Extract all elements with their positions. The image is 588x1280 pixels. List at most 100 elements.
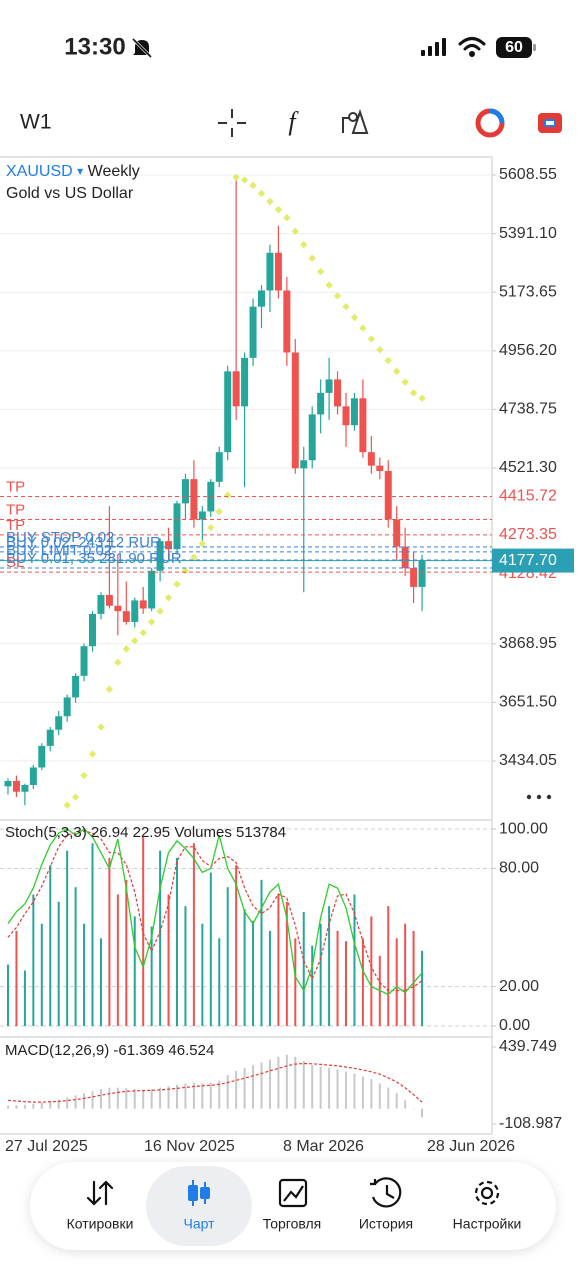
candle-body	[105, 595, 113, 606]
candle-body	[393, 519, 401, 547]
account-button[interactable]	[475, 108, 505, 138]
sar-dot	[359, 324, 367, 332]
order-label: BUY 0.02, 243.12 RUR	[6, 534, 161, 551]
macd-bar	[218, 1080, 221, 1109]
macd-bar	[353, 1073, 356, 1109]
nav-label[interactable]: История	[359, 1216, 413, 1232]
sar-dot	[71, 793, 80, 801]
candle-body	[72, 675, 80, 698]
volume-bar	[209, 872, 212, 1026]
volume-bar	[302, 912, 305, 1026]
candle-body	[29, 767, 37, 785]
macd-bar	[319, 1066, 322, 1109]
volume-bar	[150, 926, 153, 1026]
order-label: SL	[6, 554, 24, 571]
order-label: TP	[6, 478, 25, 495]
nav-label[interactable]: Котировки	[67, 1216, 134, 1232]
y-tick-label: -108.987	[499, 1115, 562, 1132]
sar-dot	[147, 618, 156, 626]
macd-bar	[421, 1108, 424, 1118]
sar-dot	[342, 302, 350, 311]
volume-bar	[268, 931, 271, 1026]
candle-body	[181, 479, 189, 504]
candle-body	[21, 784, 29, 792]
macd-bar	[336, 1069, 339, 1109]
macd-bar	[252, 1065, 255, 1109]
y-tick-label: 5608.55	[499, 166, 557, 183]
crosshair-button[interactable]	[218, 109, 246, 137]
more-button[interactable]	[526, 794, 552, 800]
candle-body	[384, 471, 392, 520]
volume-bar	[260, 879, 263, 1026]
macd-bar	[23, 1104, 26, 1109]
macd-bar	[32, 1103, 35, 1109]
stoch-signal-value: 22.95	[133, 824, 171, 841]
volume-bar	[328, 906, 331, 1026]
volume-bar	[91, 843, 94, 1026]
macd-bar	[260, 1062, 263, 1109]
sar-dot	[190, 553, 198, 561]
volume-bar	[345, 941, 347, 1026]
sar-dot	[63, 801, 71, 809]
candle-body	[173, 503, 181, 550]
candle-body	[342, 406, 350, 426]
candle-body	[80, 646, 88, 676]
sar-dot	[274, 205, 283, 214]
stoch-signal-line	[7, 830, 423, 992]
volume-bar	[66, 850, 69, 1026]
trade-icon[interactable]	[278, 1178, 308, 1208]
volume-bar	[353, 894, 356, 1026]
macd-bar	[125, 1088, 128, 1109]
volume-bar	[7, 964, 9, 1026]
nav-label-active[interactable]: Чарт	[183, 1216, 215, 1232]
sar-dot	[300, 240, 308, 249]
candle-body	[198, 511, 206, 520]
sar-dot	[173, 580, 181, 588]
macd-bar	[176, 1084, 178, 1109]
sar-dot	[164, 594, 173, 602]
sar-dot	[316, 267, 325, 276]
order-label: BUY STOP 0.02	[6, 529, 114, 546]
candle-body	[258, 290, 265, 307]
volume-bar	[201, 923, 204, 1026]
objects-button[interactable]	[342, 108, 369, 134]
quotes-icon[interactable]	[86, 1180, 114, 1206]
volume-bar	[277, 894, 280, 1026]
chart-icon[interactable]	[188, 1180, 210, 1206]
candle-body	[274, 252, 282, 291]
trade-button[interactable]	[538, 113, 562, 133]
sar-dot	[240, 176, 249, 184]
volume-bar	[336, 931, 339, 1026]
candle-body	[308, 414, 316, 461]
history-icon[interactable]	[370, 1177, 402, 1208]
volume-bar	[294, 938, 297, 1026]
candle-body	[139, 600, 147, 609]
timeframe[interactable]: W1	[20, 111, 52, 134]
order-label: BUY LIMIT 0.02	[6, 542, 112, 559]
macd-bar	[404, 1100, 407, 1109]
nav-label[interactable]: Торговля	[263, 1216, 321, 1232]
candle-body	[300, 460, 308, 469]
symbol-menu[interactable]: ▾	[77, 164, 83, 178]
macd-bar	[226, 1075, 229, 1109]
volume-bar	[285, 901, 288, 1026]
macd-bar	[345, 1071, 347, 1109]
macd-bar	[57, 1099, 60, 1109]
candle-body	[46, 729, 54, 746]
sar-dot	[401, 378, 409, 386]
candle-body	[97, 595, 105, 614]
symbol-header[interactable]: XAUUSD ▾ Weekly	[6, 163, 140, 180]
volume-bar	[159, 850, 162, 1026]
price-label: 4415.72	[499, 488, 557, 505]
macd-bar	[361, 1076, 364, 1109]
macd-bar	[74, 1095, 77, 1109]
nav-label[interactable]: Настройки	[453, 1216, 522, 1232]
indicators-button[interactable]: f	[288, 107, 299, 136]
volume-bar	[99, 938, 102, 1026]
settings-icon[interactable]	[474, 1180, 500, 1206]
sar-dot	[418, 394, 426, 402]
y-tick-label: 80.00	[499, 860, 539, 877]
macd-bar	[49, 1100, 52, 1109]
order-label: TP	[6, 517, 25, 534]
